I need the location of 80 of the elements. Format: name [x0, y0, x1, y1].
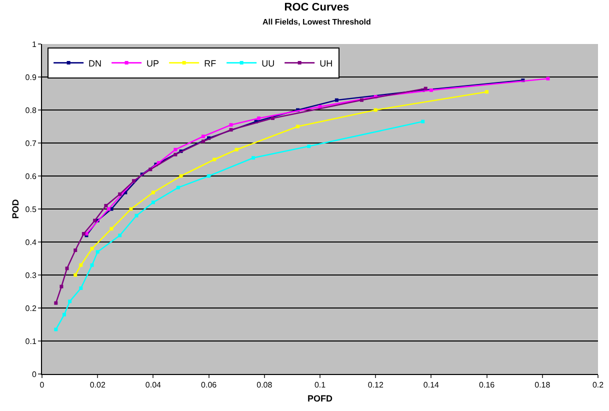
y-tick-label: 0.1 [25, 336, 37, 346]
point [252, 156, 256, 160]
x-tick-label: 0.14 [423, 380, 440, 390]
point [234, 148, 238, 152]
point [74, 273, 78, 277]
y-tick-label: 0 [32, 370, 37, 379]
y-tick-label: 0.3 [25, 270, 37, 280]
y-tick-label: 0.9 [25, 72, 37, 82]
point [129, 207, 133, 211]
point [110, 227, 114, 231]
point [65, 266, 69, 270]
point [118, 192, 122, 196]
y-axis-title: POD [10, 198, 21, 219]
point [174, 148, 178, 152]
point [174, 152, 178, 156]
y-tick-label: 0.6 [25, 172, 37, 181]
y-tick-label: 0.4 [25, 238, 37, 247]
point [54, 328, 58, 332]
point [151, 190, 155, 194]
x-tick-label: 0.04 [145, 380, 162, 390]
point [74, 248, 78, 252]
chart-subtitle: All Fields, Lowest Threshold [262, 18, 372, 27]
point [90, 263, 94, 267]
point [179, 174, 183, 178]
point [270, 116, 274, 120]
point [54, 301, 58, 305]
point [68, 300, 72, 304]
point [546, 76, 550, 80]
point [79, 286, 83, 290]
point [201, 134, 205, 138]
x-tick-label: 0.1 [314, 380, 326, 390]
point [79, 263, 83, 267]
y-tick-label: 0.2 [25, 304, 37, 313]
chart-title: ROC Curves [284, 1, 350, 14]
point [296, 124, 300, 128]
x-tick-label: 0.16 [479, 380, 496, 390]
point [134, 214, 138, 218]
legend-label: UP [146, 58, 160, 68]
point [485, 90, 489, 94]
point [229, 123, 233, 127]
x-tick-label: 0.2 [592, 380, 604, 390]
point [60, 284, 64, 288]
y-tick-label: 1 [32, 40, 37, 49]
point [176, 186, 180, 190]
point [424, 86, 428, 90]
point [90, 246, 94, 250]
legend-label: UU [262, 58, 275, 68]
point [93, 218, 97, 222]
point [96, 250, 100, 254]
legend-label: DN [88, 58, 102, 68]
point [148, 168, 152, 172]
point [201, 140, 205, 144]
legend-label: UH [320, 58, 333, 68]
y-tick-label: 0.5 [25, 204, 37, 214]
x-tick-label: 0.02 [90, 380, 106, 390]
point [106, 207, 110, 211]
point [307, 144, 311, 148]
x-tick-label: 0.08 [256, 380, 273, 390]
x-axis-title: POFD [307, 393, 333, 404]
x-tick-label: 0.18 [534, 380, 551, 390]
point [151, 200, 155, 204]
point [334, 98, 338, 102]
point [62, 312, 66, 316]
point [374, 108, 378, 112]
y-tick-label: 0.7 [25, 138, 37, 148]
point [421, 120, 425, 124]
point [118, 234, 122, 238]
x-tick-label: 0.12 [368, 380, 384, 390]
point [360, 98, 364, 102]
point [104, 204, 108, 208]
point [212, 158, 216, 162]
point [429, 88, 433, 92]
x-tick-label: 0.06 [201, 380, 218, 390]
point [82, 232, 86, 236]
point [207, 174, 211, 178]
x-tick-label: 0 [40, 380, 45, 390]
point [257, 116, 261, 120]
point [229, 128, 233, 132]
legend-label: RF [204, 58, 217, 68]
y-tick-label: 0.8 [25, 106, 37, 115]
